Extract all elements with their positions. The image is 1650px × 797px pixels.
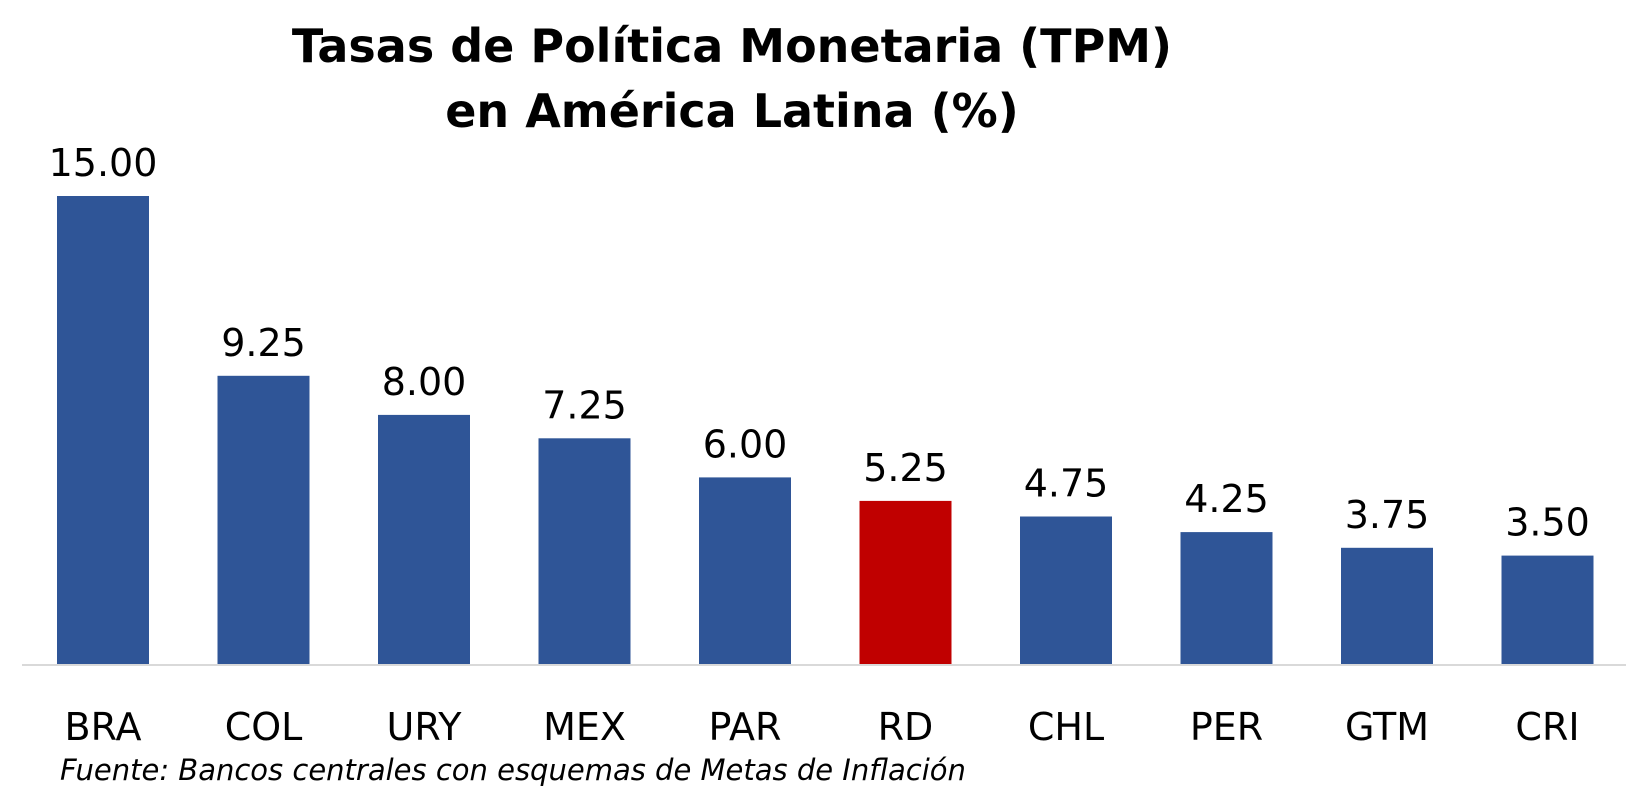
source-note: Fuente: Bancos centrales con esquemas de… bbox=[60, 753, 966, 787]
x-tick-label-col: COL bbox=[225, 705, 303, 749]
bar-gtm bbox=[1341, 547, 1433, 666]
bar-col bbox=[217, 375, 310, 665]
bars-group bbox=[57, 196, 1594, 666]
data-label-cri: 3.50 bbox=[1505, 501, 1590, 545]
chart-title-line-2: en América Latina (%) bbox=[445, 84, 1019, 138]
data-label-bra: 15.00 bbox=[49, 141, 158, 185]
data-labels-group: 15.00 9.25 8.00 7.25 6.00 5.25 4.75 4.25 3.75 3.5… bbox=[49, 141, 1590, 545]
bar-chl bbox=[1020, 516, 1112, 665]
data-label-rd: 5.25 bbox=[863, 446, 948, 490]
x-tick-label-par: PAR bbox=[709, 705, 782, 749]
data-label-gtm: 3.75 bbox=[1345, 493, 1430, 537]
x-axis-ticks-group: BRA COL URY MEX PAR RD CHL PER GTM CRI bbox=[65, 705, 1580, 749]
data-label-per: 4.25 bbox=[1184, 477, 1269, 521]
x-tick-label-mex: MEX bbox=[543, 705, 626, 749]
data-label-chl: 4.75 bbox=[1024, 462, 1109, 506]
x-tick-label-bra: BRA bbox=[65, 705, 142, 749]
bar-mex bbox=[538, 438, 631, 665]
bar-bra bbox=[57, 196, 149, 665]
x-tick-label-chl: CHL bbox=[1028, 705, 1104, 749]
x-tick-label-rd: RD bbox=[878, 705, 934, 749]
x-tick-label-gtm: GTM bbox=[1345, 705, 1429, 749]
bar-cri bbox=[1501, 555, 1594, 665]
bar-rd bbox=[859, 500, 952, 666]
x-tick-label-per: PER bbox=[1190, 705, 1263, 749]
data-label-ury: 8.00 bbox=[382, 360, 467, 404]
data-label-mex: 7.25 bbox=[542, 383, 627, 427]
bar-per bbox=[1180, 532, 1273, 665]
x-tick-label-ury: URY bbox=[387, 705, 463, 749]
data-label-par: 6.00 bbox=[703, 422, 788, 466]
data-label-col: 9.25 bbox=[221, 321, 306, 365]
bar-par bbox=[699, 477, 791, 665]
x-tick-label-cri: CRI bbox=[1515, 705, 1579, 749]
bar-ury bbox=[378, 414, 470, 665]
chart-title-line-1: Tasas de Política Monetaria (TPM) bbox=[292, 19, 1172, 73]
